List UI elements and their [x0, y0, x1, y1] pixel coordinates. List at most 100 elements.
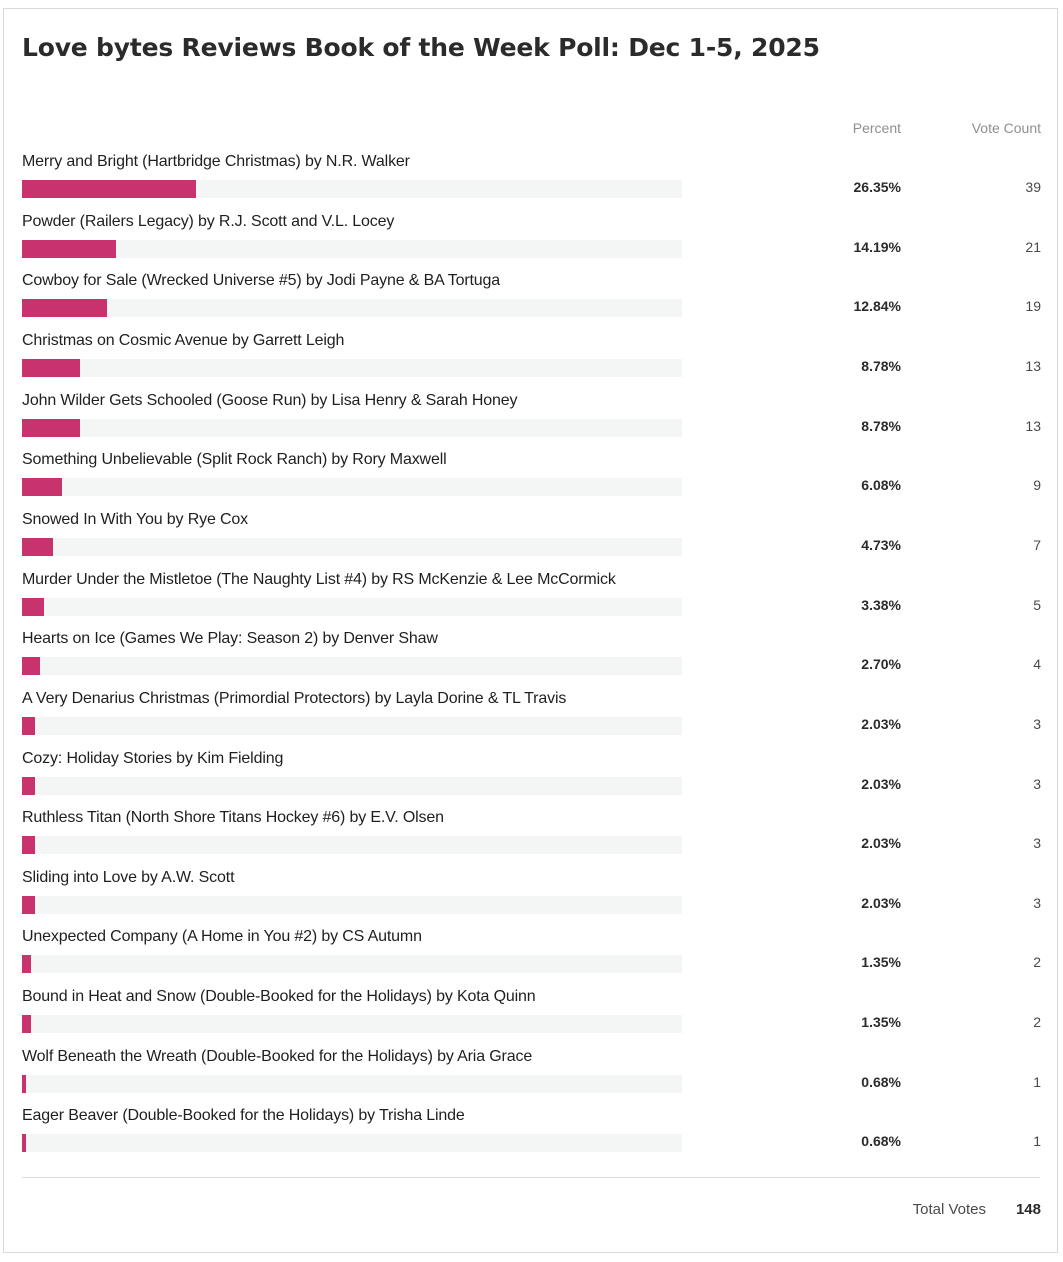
poll-option-bar-track: [22, 537, 682, 556]
poll-option-percent: 4.73%: [861, 536, 901, 553]
poll-option-label: Something Unbelievable (Split Rock Ranch…: [22, 451, 447, 469]
poll-results-card: [3, 8, 1058, 1253]
poll-option-label: A Very Denarius Christmas (Primordial Pr…: [22, 689, 567, 707]
poll-option-percent: 1.35%: [861, 954, 901, 971]
poll-option-bar-fill: [22, 358, 80, 377]
poll-option-row: Something Unbelievable (Split Rock Ranch…: [0, 451, 1063, 511]
poll-option-label: Bound in Heat and Snow (Double-Booked fo…: [22, 988, 536, 1006]
poll-option-row: Cozy: Holiday Stories by Kim Fielding 2.0…: [0, 750, 1063, 810]
poll-option-percent: 14.19%: [853, 238, 901, 255]
poll-option-row: Eager Beaver (Double-Booked for the Holi…: [0, 1107, 1063, 1167]
poll-option-bar-fill: [22, 239, 116, 258]
poll-option-bar-track: [22, 478, 682, 497]
poll-option-percent: 1.35%: [861, 1014, 901, 1031]
poll-option-bar-track: [22, 1015, 682, 1034]
poll-option-label: Powder (Railers Legacy) by R.J. Scott an…: [22, 212, 395, 230]
poll-option-vote-count: 9: [1033, 477, 1041, 494]
poll-option-vote-count: 2: [1033, 1014, 1041, 1031]
poll-option-vote-count: 7: [1033, 536, 1041, 553]
poll-option-vote-count: 1: [1033, 1073, 1041, 1090]
poll-option-label: Murder Under the Mistletoe (The Naughty …: [22, 570, 616, 588]
poll-option-row: Hearts on Ice (Games We Play: Season 2) …: [0, 630, 1063, 690]
total-votes-label: Total Votes: [912, 1201, 986, 1218]
poll-option-row: Ruthless Titan (North Shore Titans Hocke…: [0, 809, 1063, 869]
poll-option-percent: 0.68%: [861, 1133, 901, 1150]
poll-option-bar-track: [22, 895, 682, 914]
poll-option-bar-track: [22, 239, 682, 258]
poll-option-bar-fill: [22, 478, 62, 497]
poll-option-bar-track: [22, 955, 682, 974]
poll-option-bar-track: [22, 180, 682, 198]
poll-option-bar-track: [22, 776, 682, 795]
poll-option-row: Murder Under the Mistletoe (The Naughty …: [0, 571, 1063, 631]
poll-option-vote-count: 3: [1033, 835, 1041, 852]
poll-option-bar-fill: [22, 895, 35, 914]
poll-option-label: Cozy: Holiday Stories by Kim Fielding: [22, 749, 284, 767]
poll-option-vote-count: 2: [1033, 954, 1041, 971]
poll-option-vote-count: 19: [1025, 298, 1041, 315]
poll-option-percent: 6.08%: [861, 477, 901, 494]
poll-option-bar-track: [22, 657, 682, 676]
poll-option-label: Ruthless Titan (North Shore Titans Hocke…: [22, 809, 444, 827]
vote-count-column-header: Vote Count: [971, 120, 1041, 136]
poll-option-percent: 2.03%: [861, 775, 901, 792]
poll-option-bar-fill: [22, 537, 53, 556]
poll-option-bar-track: [22, 716, 682, 735]
poll-option-percent: 12.84%: [853, 298, 901, 315]
poll-option-vote-count: 21: [1025, 238, 1041, 255]
poll-option-bar-track: [22, 836, 682, 855]
poll-option-bar-fill: [22, 418, 80, 437]
poll-option-bar-fill: [22, 299, 107, 318]
poll-option-percent: 2.70%: [861, 656, 901, 673]
percent-column-header: Percent: [852, 120, 901, 136]
poll-option-row: Merry and Bright (Hartbridge Christmas) …: [0, 153, 1063, 213]
poll-option-vote-count: 39: [1025, 179, 1041, 195]
poll-option-bar-fill: [22, 776, 35, 795]
poll-option-vote-count: 13: [1025, 357, 1041, 374]
poll-option-row: Cowboy for Sale (Wrecked Universe #5) by…: [0, 272, 1063, 332]
poll-option-row: Christmas on Cosmic Avenue by Garrett Le…: [0, 332, 1063, 392]
poll-option-label: Christmas on Cosmic Avenue by Garrett Le…: [22, 331, 345, 349]
poll-option-percent: 8.78%: [861, 417, 901, 434]
poll-option-vote-count: 3: [1033, 715, 1041, 732]
poll-option-percent: 2.03%: [861, 715, 901, 732]
poll-option-percent: 26.35%: [853, 179, 901, 195]
poll-option-vote-count: 13: [1025, 417, 1041, 434]
poll-option-vote-count: 3: [1033, 894, 1041, 911]
poll-option-bar-fill: [22, 1015, 31, 1034]
poll-option-bar-track: [22, 418, 682, 437]
poll-option-bar-fill: [22, 597, 44, 616]
poll-option-label: Unexpected Company (A Home in You #2) by…: [22, 928, 422, 946]
poll-option-bar-fill: [22, 180, 196, 198]
poll-option-label: Merry and Bright (Hartbridge Christmas) …: [22, 153, 410, 170]
poll-option-percent: 8.78%: [861, 357, 901, 374]
poll-option-percent: 2.03%: [861, 835, 901, 852]
poll-option-bar-fill: [22, 1134, 26, 1153]
poll-option-percent: 2.03%: [861, 894, 901, 911]
poll-option-bar-track: [22, 299, 682, 318]
poll-option-percent: 3.38%: [861, 596, 901, 613]
poll-option-label: Hearts on Ice (Games We Play: Season 2) …: [22, 630, 438, 648]
poll-option-row: A Very Denarius Christmas (Primordial Pr…: [0, 690, 1063, 750]
total-votes-value: 148: [1015, 1201, 1041, 1218]
results-divider: [22, 1177, 1040, 1178]
poll-option-percent: 0.68%: [861, 1073, 901, 1090]
poll-option-label: Wolf Beneath the Wreath (Double-Booked f…: [22, 1047, 533, 1065]
poll-title: Love bytes Reviews Book of the Week Poll…: [22, 33, 820, 62]
poll-option-vote-count: 3: [1033, 775, 1041, 792]
poll-option-label: John Wilder Gets Schooled (Goose Run) by…: [22, 391, 518, 409]
poll-option-row: Snowed In With You by Rye Cox 4.73% 7: [0, 511, 1063, 571]
poll-option-row: Unexpected Company (A Home in You #2) by…: [0, 928, 1063, 988]
poll-option-bar-fill: [22, 657, 40, 676]
poll-option-bar-track: [22, 1134, 682, 1153]
poll-option-bar-track: [22, 358, 682, 377]
poll-option-bar-track: [22, 1074, 682, 1093]
poll-option-row: John Wilder Gets Schooled (Goose Run) by…: [0, 392, 1063, 452]
poll-option-row: Bound in Heat and Snow (Double-Booked fo…: [0, 988, 1063, 1048]
poll-option-row: Powder (Railers Legacy) by R.J. Scott an…: [0, 213, 1063, 273]
poll-option-bar-fill: [22, 836, 35, 855]
poll-option-bar-fill: [22, 1074, 26, 1093]
poll-option-bar-fill: [22, 716, 35, 735]
poll-option-row: Sliding into Love by A.W. Scott 2.03% 3: [0, 869, 1063, 929]
poll-option-vote-count: 1: [1033, 1133, 1041, 1150]
